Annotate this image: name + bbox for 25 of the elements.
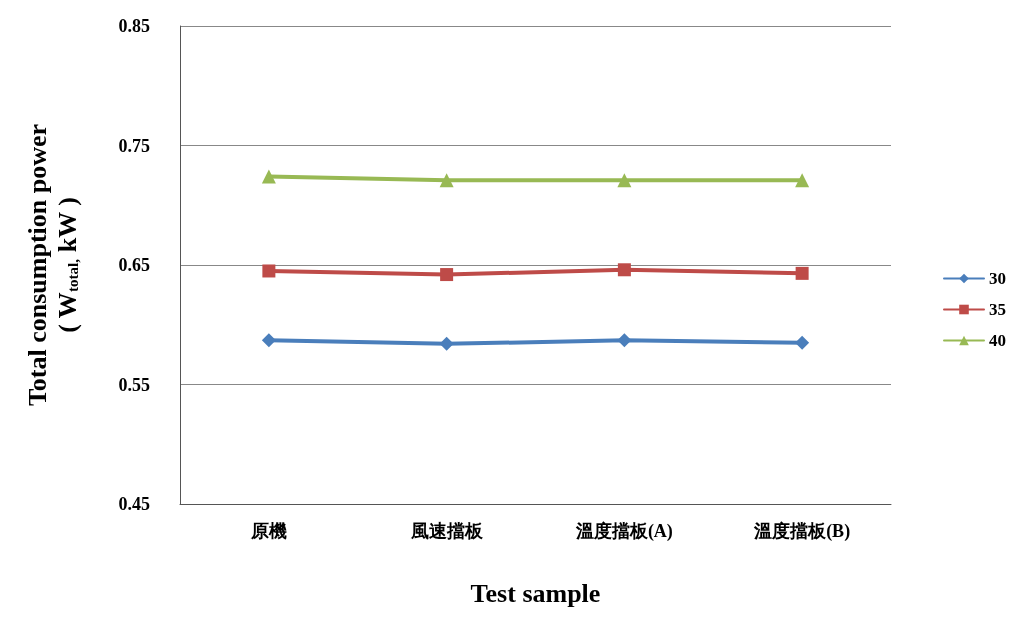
x-tick-label: 風速擋板 bbox=[409, 521, 484, 541]
point bbox=[795, 173, 810, 188]
point bbox=[617, 333, 632, 348]
y-tick-label: 0.45 bbox=[118, 494, 150, 514]
x-tick-label: 溫度擋板(B) bbox=[753, 521, 851, 542]
y-tick-label: 0.55 bbox=[118, 374, 150, 395]
legend-label: 35 bbox=[989, 300, 1006, 319]
x-axis-title: Test sample bbox=[470, 578, 601, 608]
x-tick-label: 原機 bbox=[249, 521, 287, 541]
point bbox=[439, 173, 454, 188]
y-tick-label: 0.85 bbox=[118, 16, 150, 36]
point bbox=[439, 336, 454, 351]
point bbox=[795, 266, 809, 280]
legend-label: 40 bbox=[989, 331, 1006, 350]
point bbox=[261, 333, 276, 348]
point bbox=[617, 173, 632, 188]
point bbox=[440, 268, 454, 282]
point bbox=[262, 264, 276, 278]
y-tick-label: 0.75 bbox=[118, 135, 150, 156]
point bbox=[617, 263, 631, 277]
point bbox=[795, 335, 810, 350]
y-tick-label: 0.65 bbox=[118, 255, 150, 275]
point bbox=[261, 169, 276, 184]
legend-label: 30 bbox=[989, 269, 1006, 288]
x-tick-label: 溫度擋板(A) bbox=[574, 521, 673, 542]
